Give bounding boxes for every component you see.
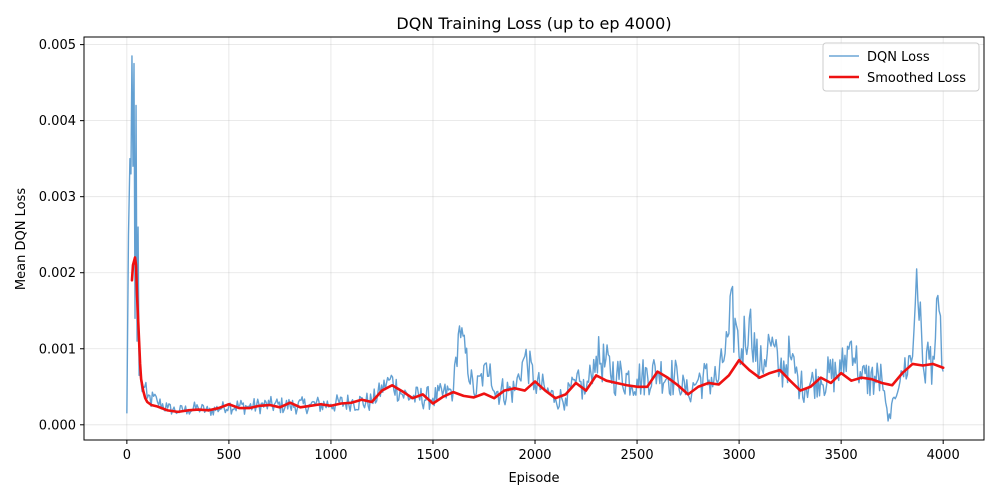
x-tick-label: 500: [216, 448, 241, 463]
x-tick-label: 3000: [723, 448, 756, 463]
series-line-smoothed-loss: [130, 256, 945, 414]
legend-box: [822, 42, 980, 92]
series-line-dqn-loss: [126, 55, 944, 422]
y-tick-label: 0.005: [39, 38, 76, 53]
y-tick-label: 0.000: [39, 418, 76, 433]
x-tick-label: 0: [123, 448, 131, 463]
chart-title: DQN Training Loss (up to ep 4000): [396, 14, 671, 33]
y-tick-label: 0.004: [39, 114, 76, 129]
legend: DQN Loss Smoothed Loss: [822, 42, 980, 92]
y-tick-label: 0.003: [39, 190, 76, 205]
x-tick-label: 4000: [927, 448, 960, 463]
x-tick-label: 1000: [314, 448, 347, 463]
y-tick-label: 0.001: [39, 342, 76, 357]
grid-lines: [84, 37, 984, 440]
x-tick-label: 1500: [416, 448, 449, 463]
plot-frame: [83, 36, 985, 441]
x-tick-label: 2500: [621, 448, 654, 463]
y-axis-title: Mean DQN Loss: [14, 188, 29, 290]
legend-label-smoothed-loss: Smoothed Loss: [867, 71, 966, 86]
y-tick-label: 0.002: [39, 266, 76, 281]
y-axis-ticks: 0.000 0.001 0.002 0.003 0.004 0.005: [39, 38, 84, 433]
legend-label-dqn-loss: DQN Loss: [867, 50, 930, 65]
x-tick-label: 3500: [825, 448, 858, 463]
x-axis-title: Episode: [508, 471, 559, 486]
x-tick-label: 2000: [518, 448, 551, 463]
plot-area: [126, 55, 945, 422]
x-axis-ticks: 0 500 1000 1500 2000 2500 3000 3500 4000: [123, 440, 960, 463]
